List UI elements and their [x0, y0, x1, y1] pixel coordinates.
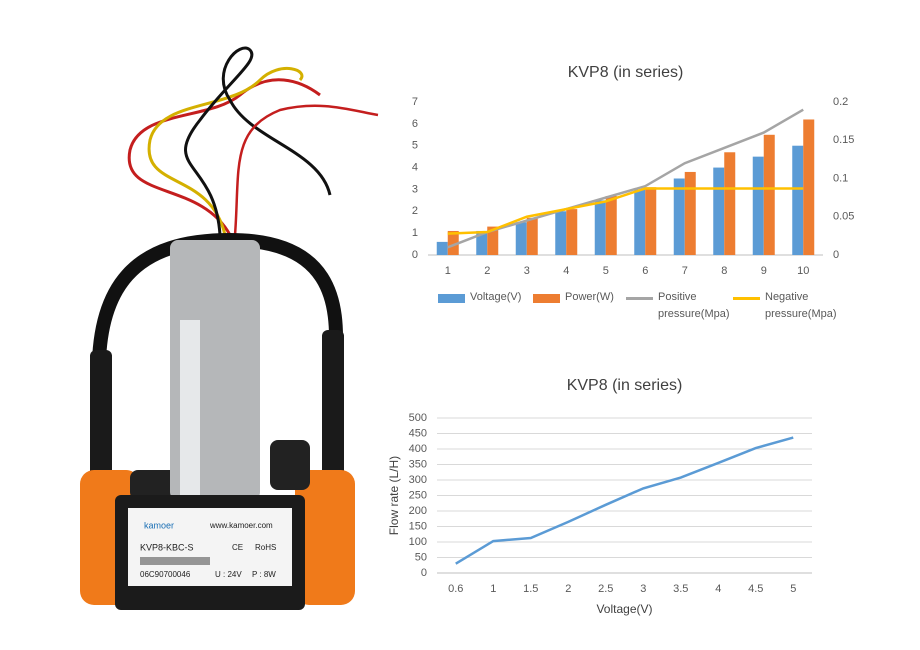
x-tick-label: 6 — [642, 265, 648, 277]
legend-label: Positive pressure(Mpa) — [658, 291, 730, 320]
bar — [555, 211, 567, 255]
bar — [752, 156, 764, 255]
y-tick-label: 150 — [409, 520, 427, 532]
legend-label: Negative pressure(Mpa) — [765, 291, 837, 320]
y-tick-label: 1 — [412, 227, 418, 239]
legend-swatch — [626, 297, 653, 300]
y-tick-label: 50 — [415, 551, 427, 563]
x-axis-label: Voltage(V) — [596, 602, 652, 616]
legend-label: Power(W) — [565, 291, 614, 303]
y2-tick-label: 0.15 — [833, 134, 854, 146]
y2-tick-label: 0 — [833, 249, 839, 261]
y-tick-label: 100 — [409, 536, 427, 548]
bar — [594, 200, 606, 255]
x-tick-label: 1 — [490, 583, 496, 595]
data-line — [447, 187, 804, 235]
label-serial: 06C90700046 — [140, 570, 191, 579]
product-photo: kamoer www.kamoer.com KVP8-KBC-S CE RoHS… — [80, 46, 379, 610]
y-tick-label: 0 — [412, 249, 418, 261]
label-rohs: RoHS — [255, 543, 276, 552]
x-tick-label: 2 — [484, 265, 490, 277]
y-axis-label: Flow rate (L/H) — [387, 456, 401, 535]
bar — [447, 230, 459, 255]
x-tick-label: 10 — [797, 265, 809, 277]
brand: kamoer — [144, 520, 174, 530]
x-tick-label: 3 — [640, 583, 646, 595]
y-tick-label: 0 — [421, 567, 427, 579]
legend-swatch — [438, 294, 465, 303]
y-tick-label: 300 — [409, 474, 427, 486]
y-tick-label: 7 — [412, 96, 418, 108]
chart-title: KVP8 (in series) — [568, 64, 684, 81]
x-tick-label: 8 — [721, 265, 727, 277]
bar — [673, 178, 685, 255]
bar — [605, 195, 617, 255]
legend-label: Voltage(V) — [470, 291, 522, 303]
x-tick-label: 5 — [603, 265, 609, 277]
x-tick-label: 2.5 — [598, 583, 613, 595]
bar — [724, 152, 736, 255]
data-line — [455, 436, 794, 565]
y-tick-label: 4 — [412, 161, 418, 173]
bar — [487, 226, 499, 255]
label-voltage: U : 24V — [215, 570, 242, 579]
y2-tick-label: 0.05 — [833, 211, 854, 223]
y2-tick-label: 0.1 — [833, 172, 848, 184]
y-tick-label: 200 — [409, 505, 427, 517]
x-tick-label: 4.5 — [748, 583, 763, 595]
y2-tick-label: 0.2 — [833, 96, 848, 108]
bar — [436, 241, 448, 255]
y-tick-label: 3 — [412, 183, 418, 195]
bar — [684, 171, 696, 255]
bar — [803, 119, 815, 255]
x-tick-label: 4 — [715, 583, 721, 595]
label-model: KVP8-KBC-S — [140, 542, 194, 552]
bar — [476, 230, 488, 255]
y-tick-label: 5 — [412, 140, 418, 152]
y-tick-label: 6 — [412, 118, 418, 130]
x-tick-label: 0.6 — [448, 583, 463, 595]
x-tick-label: 9 — [761, 265, 767, 277]
y-tick-label: 250 — [409, 489, 427, 501]
legend-swatch — [533, 294, 560, 303]
x-tick-label: 5 — [790, 583, 796, 595]
x-tick-label: 3 — [524, 265, 530, 277]
y-tick-label: 2 — [412, 205, 418, 217]
x-tick-label: 7 — [682, 265, 688, 277]
bar — [713, 167, 725, 255]
bar — [634, 189, 646, 255]
bar — [645, 187, 657, 255]
label-ce: CE — [232, 543, 243, 552]
data-line — [447, 108, 804, 249]
label-power: P : 8W — [252, 570, 276, 579]
bar — [515, 222, 527, 255]
y-tick-label: 350 — [409, 458, 427, 470]
x-tick-label: 2 — [565, 583, 571, 595]
chart-title: KVP8 (in series) — [567, 377, 683, 394]
y-tick-label: 500 — [409, 412, 427, 424]
bar — [792, 145, 804, 255]
legend-swatch — [733, 297, 760, 300]
y-tick-label: 400 — [409, 443, 427, 455]
x-tick-label: 3.5 — [673, 583, 688, 595]
x-tick-label: 1 — [445, 265, 451, 277]
bar — [566, 209, 578, 255]
y-tick-label: 450 — [409, 427, 427, 439]
label-url: www.kamoer.com — [209, 521, 273, 530]
x-tick-label: 4 — [563, 265, 569, 277]
bar — [526, 217, 538, 255]
x-tick-label: 1.5 — [523, 583, 538, 595]
bar — [763, 134, 775, 255]
